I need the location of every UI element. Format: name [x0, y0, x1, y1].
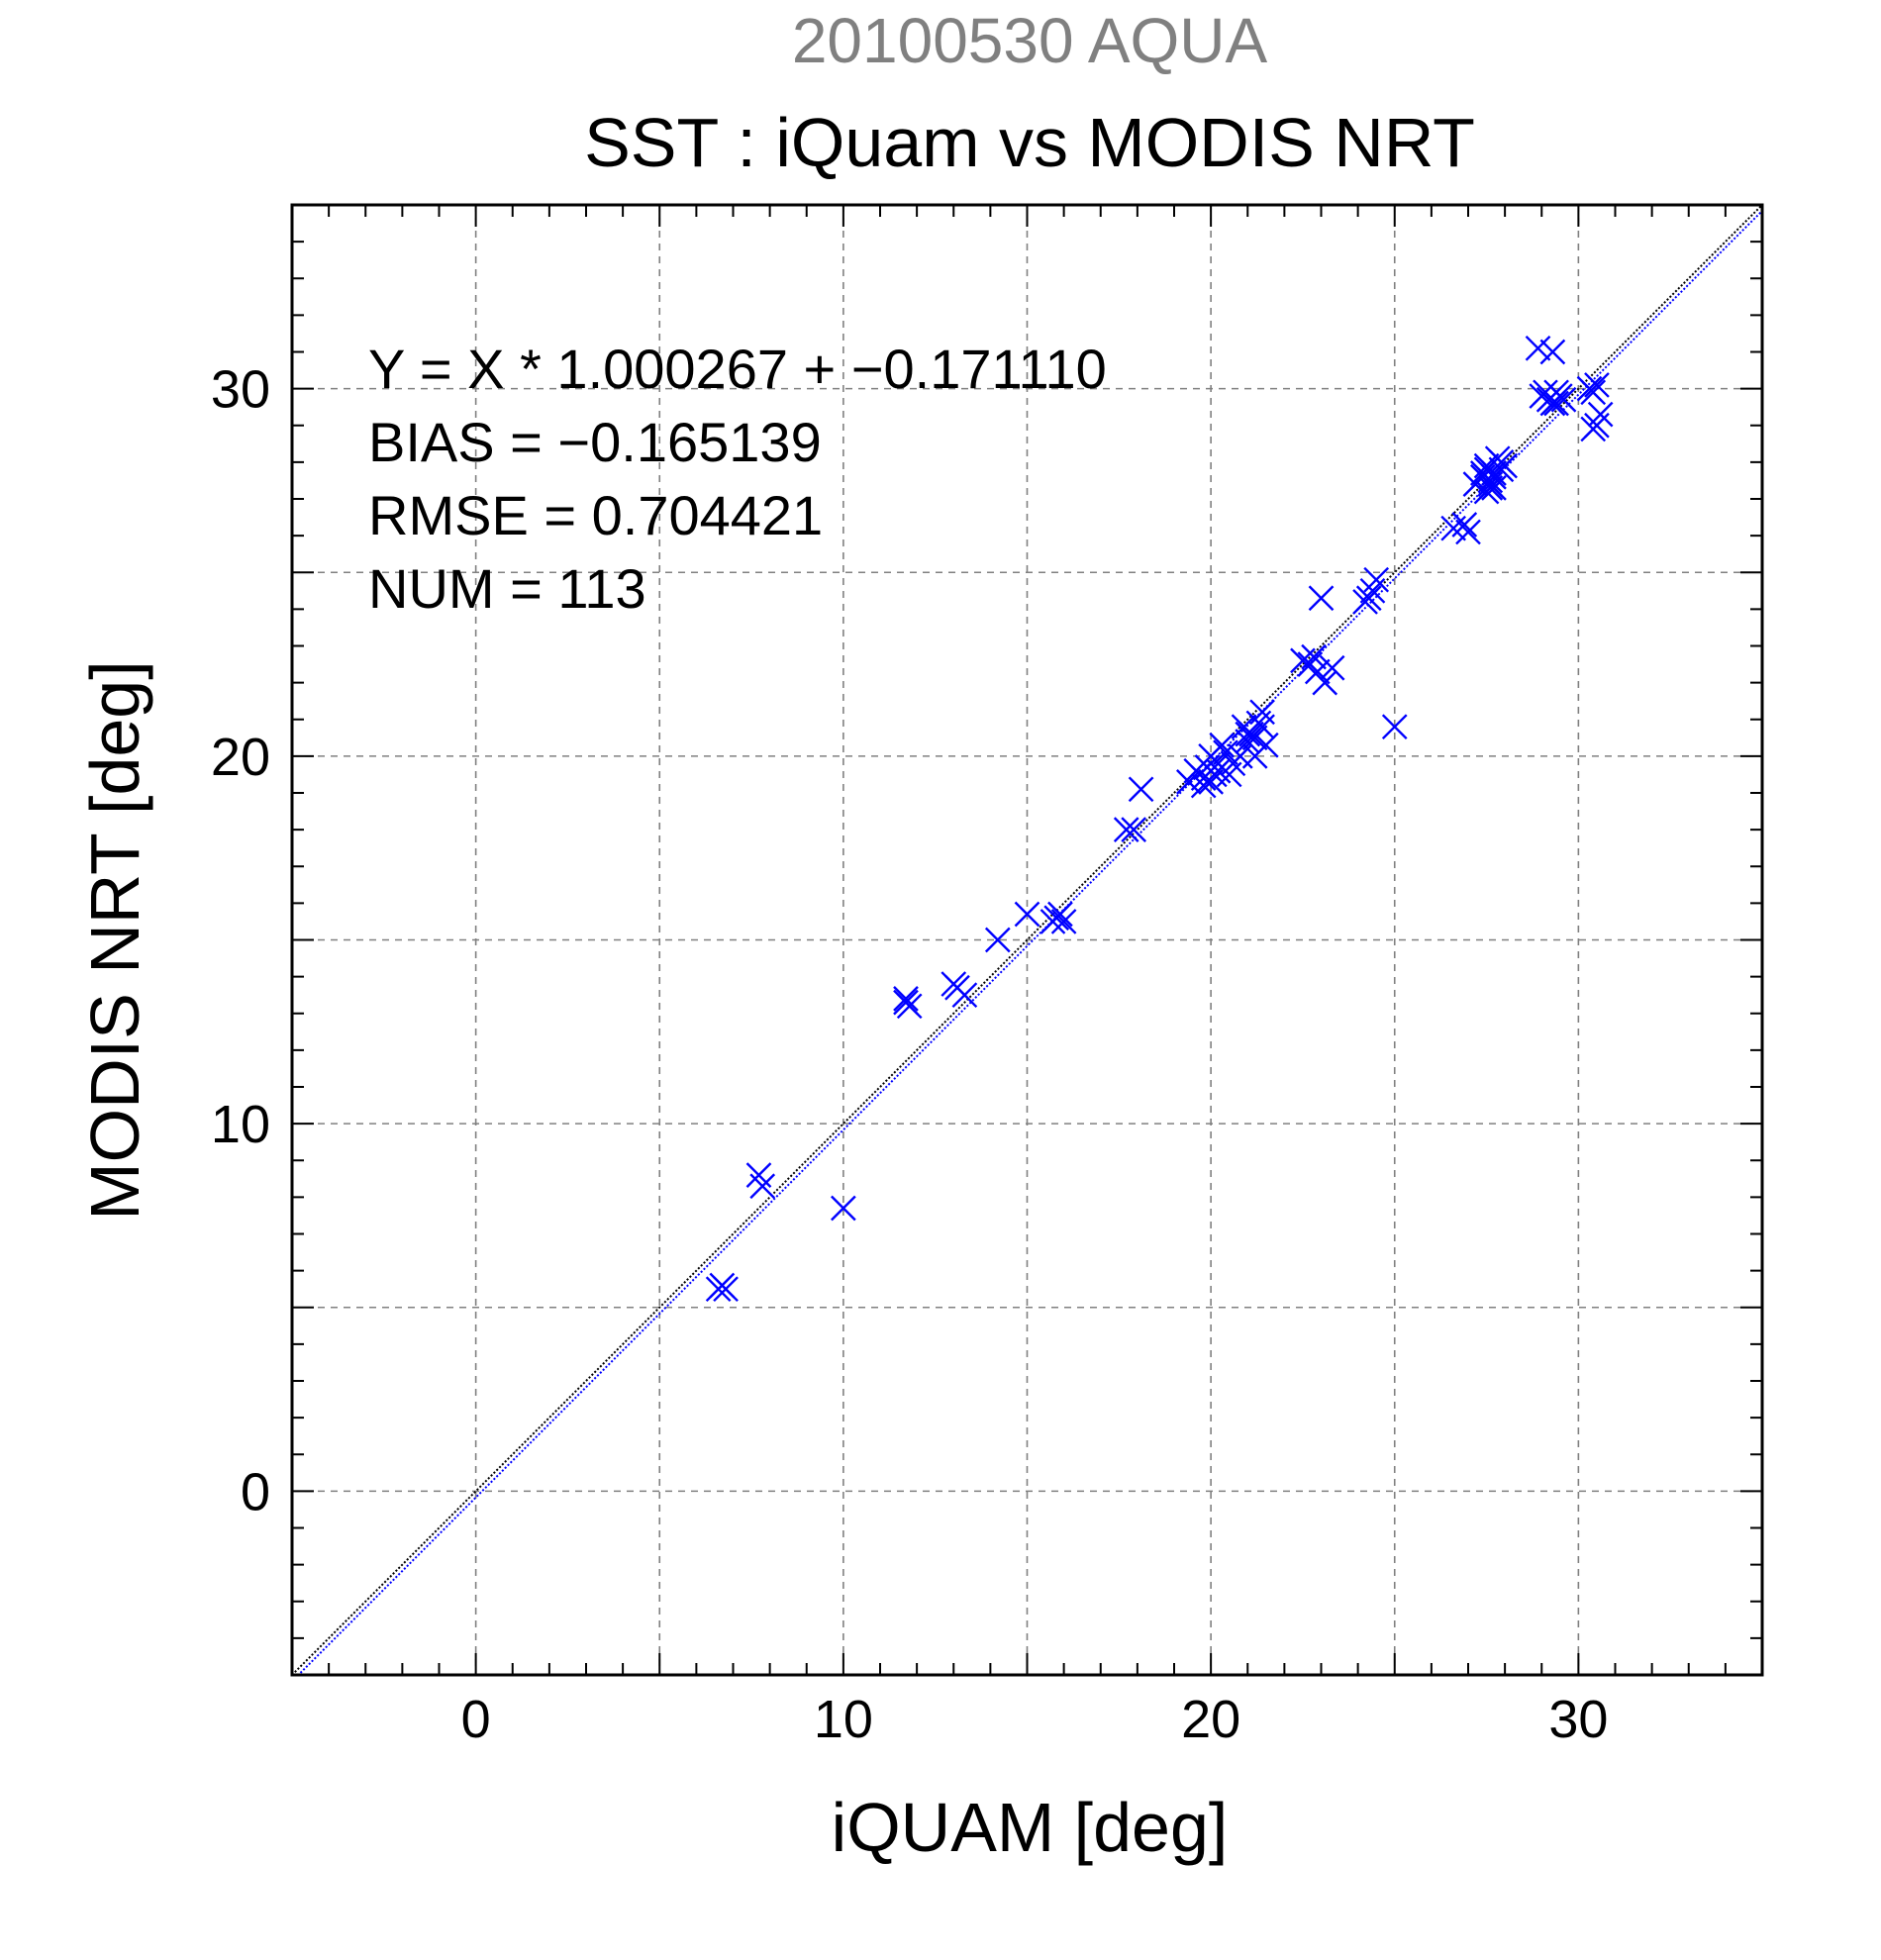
y-tick-label: 20: [211, 728, 270, 787]
data-point: [1477, 475, 1504, 501]
y-tick-label: 0: [241, 1462, 270, 1521]
data-point: [1473, 452, 1500, 479]
data-point: [1492, 452, 1518, 479]
data-point: [1455, 519, 1481, 545]
data-point: [896, 993, 923, 1020]
data-point: [749, 1173, 776, 1200]
data-point: [1198, 769, 1224, 795]
data-point: [1176, 769, 1202, 795]
data-point: [1241, 725, 1268, 751]
stats-line: RMSE = 0.704421: [368, 484, 823, 546]
data-point: [1128, 776, 1154, 803]
data-point: [1113, 817, 1139, 842]
data-point: [1213, 739, 1238, 766]
data-point: [1355, 585, 1382, 612]
data-point: [984, 927, 1011, 953]
data-point: [1470, 460, 1496, 486]
data-point: [1539, 339, 1566, 365]
x-tick-label: 30: [1548, 1690, 1608, 1749]
grid-lines: [292, 205, 1762, 1675]
x-axis-label: iQUAM [deg]: [832, 1789, 1229, 1866]
data-point: [951, 982, 978, 1009]
data-point: [1301, 643, 1327, 670]
data-point: [1481, 475, 1507, 501]
data-point: [1312, 669, 1338, 696]
data-point: [1580, 379, 1607, 406]
x-tick-label: 0: [461, 1690, 491, 1749]
data-point: [831, 1195, 856, 1222]
stats-line: Y = X * 1.000267 + −0.171110: [368, 338, 1107, 400]
stats-line: NUM = 113: [368, 557, 646, 620]
data-point: [1249, 714, 1275, 740]
x-tick-label: 20: [1181, 1690, 1240, 1749]
data-point: [713, 1276, 739, 1303]
data-point: [893, 986, 919, 1012]
data-point: [1543, 390, 1569, 417]
y-tick-label: 30: [211, 360, 270, 420]
data-point: [1584, 412, 1610, 439]
data-point: [1451, 512, 1478, 538]
y-tick-label: 10: [211, 1095, 270, 1154]
data-point: [1304, 658, 1331, 685]
data-point: [1319, 654, 1345, 681]
data-point: [1525, 335, 1551, 361]
data-point: [1014, 901, 1040, 928]
data-point: [1584, 372, 1610, 398]
y-tick-labels: 0 10 20 30: [211, 360, 270, 1522]
data-point: [1047, 901, 1073, 928]
y-axis-label: MODIS NRT [deg]: [76, 660, 153, 1220]
stats-annotations: Y = X * 1.000267 + −0.171110 BIAS = −0.16…: [368, 338, 1107, 620]
stats-line: BIAS = −0.165139: [368, 411, 822, 473]
x-tick-label: 10: [814, 1690, 873, 1749]
data-point: [1550, 386, 1577, 413]
data-point: [1308, 585, 1335, 612]
data-point: [1381, 714, 1408, 740]
chart-title: SST : iQuam vs MODIS NRT: [584, 104, 1475, 181]
plot-frame: [290, 203, 1764, 1677]
chart-subtitle: 20100530 AQUA: [792, 5, 1268, 76]
data-point: [1121, 817, 1147, 842]
data-point: [1363, 566, 1390, 593]
data-point: [1050, 909, 1077, 934]
data-point: [1235, 721, 1261, 747]
x-tick-labels: 0 10 20 30: [461, 1690, 1609, 1749]
data-points: [705, 335, 1614, 1303]
